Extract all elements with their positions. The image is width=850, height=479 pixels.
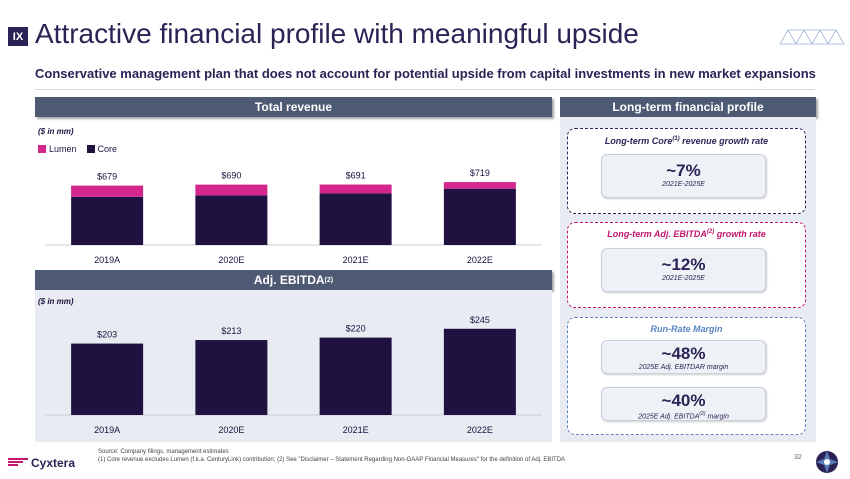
ebitda-margin-note-pre: 2025E Adj. EBITDA xyxy=(638,413,700,421)
total-revenue-header: Total revenue xyxy=(35,97,552,117)
core-growth-period: 2021E-2025E xyxy=(662,181,705,188)
legend-core: Core xyxy=(86,144,118,154)
bar-core xyxy=(195,195,268,245)
ebitdar-margin-value: ~48% xyxy=(661,344,706,363)
rev-chart-svg: $679 2019A $690 2020E $691 2021E $719 2022E xyxy=(45,168,542,265)
cyxtera-logo-icon xyxy=(8,458,28,468)
category-label: 2020E xyxy=(218,425,244,435)
ebitda-chart: $203 2019A $213 2020E $220 2021E $245 2022E xyxy=(35,305,552,440)
bar-core xyxy=(443,188,516,245)
ebitda-chart-svg: $203 2019A $213 2020E $220 2021E $245 2022E xyxy=(45,315,542,435)
legend-lumen: Lumen xyxy=(38,144,77,154)
section-badge: IX xyxy=(8,27,28,46)
bar-lumen xyxy=(319,184,392,194)
revenue-chart: $679 2019A $690 2020E $691 2021E $719 2022E xyxy=(35,155,552,265)
bar-value-label: $213 xyxy=(221,326,241,336)
bar-lumen xyxy=(71,185,144,197)
bar-value-label: $203 xyxy=(97,330,117,340)
core-growth-title-end: revenue growth rate xyxy=(679,136,769,146)
bar-lumen xyxy=(195,184,268,196)
bar-value-label: $220 xyxy=(346,324,366,334)
core-growth-title-sup: (1) xyxy=(672,136,680,142)
bar-value-label: $691 xyxy=(346,171,366,181)
category-label: 2019A xyxy=(94,425,120,435)
ebitda-margin-kpi: ~40% 2025E Adj. EBITDA(2) margin xyxy=(601,387,766,421)
bar-adj-ebitda xyxy=(443,328,516,415)
ebitda-margin-note-post: margin xyxy=(705,413,729,421)
adj-ebitda-heading: Adj. EBITDA xyxy=(253,273,325,287)
ebitda-growth-title-sup: (2) xyxy=(706,229,715,235)
ebitda-growth-title-end: growth rate xyxy=(714,229,766,239)
category-label: 2019A xyxy=(94,255,120,265)
legend-core-label: Core xyxy=(97,144,118,154)
ebitda-growth-period: 2021E-2025E xyxy=(662,275,705,282)
run-rate-title: Run-Rate Margin xyxy=(650,324,723,334)
page-number: 32 xyxy=(794,454,802,461)
ebitda-margin-note: 2025E Adj. EBITDA(2) margin xyxy=(602,411,765,420)
total-revenue-heading: Total revenue xyxy=(254,100,333,114)
ebitda-growth-kpi: ~12% 2021E-2025E xyxy=(601,248,766,292)
ebitda-growth-title: Long-term Adj. EBITDA(2) growth rate xyxy=(567,229,806,239)
adj-ebitda-header: Adj. EBITDA (2) xyxy=(35,270,552,290)
bar-value-label: $719 xyxy=(470,168,490,178)
emblem-icon xyxy=(816,451,838,473)
divider xyxy=(35,89,815,90)
legend-lumen-label: Lumen xyxy=(49,144,77,154)
core-growth-title-text: Long-term Core xyxy=(604,136,673,146)
ebitda-units: ($ in mm) xyxy=(38,297,74,306)
ebitda-growth-value: ~12% xyxy=(661,255,706,274)
source-note: Source: Company filings, management esti… xyxy=(98,449,229,455)
bar-core xyxy=(319,193,392,245)
bar-adj-ebitda xyxy=(319,337,392,415)
bar-value-label: $690 xyxy=(221,171,241,181)
ebitda-margin-note-sup: (2) xyxy=(699,411,706,417)
revenue-legend: Lumen Core xyxy=(38,144,117,154)
bar-value-label: $679 xyxy=(97,172,117,182)
ebitdar-margin-note: 2025E Adj. EBITDAR margin xyxy=(638,364,729,371)
cyxtera-logo-text: Cyxtera xyxy=(31,456,76,470)
bar-lumen xyxy=(443,182,516,189)
ebitdar-margin-kpi: ~48% 2025E Adj. EBITDAR margin xyxy=(601,340,766,374)
core-growth-title: Long-term Core(1) revenue growth rate xyxy=(567,136,806,146)
category-label: 2022E xyxy=(467,425,493,435)
category-label: 2020E xyxy=(218,255,244,265)
adj-ebitda-heading-sup: (2) xyxy=(324,276,334,284)
core-growth-kpi: ~7% 2021E-2025E xyxy=(601,154,766,198)
long-term-profile-header: Long-term financial profile xyxy=(560,97,816,117)
page-subtitle: Conservative management plan that does n… xyxy=(35,66,816,81)
page-title: Attractive financial profile with meanin… xyxy=(35,18,639,49)
lumen-swatch xyxy=(38,145,46,153)
footnote: (1) Core revenue excludes Lumen (f.k.a. … xyxy=(98,457,566,463)
ebitda-margin-value: ~40% xyxy=(661,391,706,410)
core-swatch xyxy=(86,145,95,153)
bar-adj-ebitda xyxy=(71,343,144,415)
triangle-pattern-icon xyxy=(780,29,845,45)
category-label: 2022E xyxy=(467,255,493,265)
bar-adj-ebitda xyxy=(195,340,268,415)
ebitda-growth-title-text: Long-term Adj. EBITDA xyxy=(607,229,707,239)
core-growth-value: ~7% xyxy=(666,161,701,180)
revenue-units: ($ in mm) xyxy=(38,127,74,136)
bar-value-label: $245 xyxy=(470,315,490,325)
bar-core xyxy=(71,196,144,245)
long-term-profile-heading: Long-term financial profile xyxy=(612,100,764,114)
category-label: 2021E xyxy=(343,255,369,265)
category-label: 2021E xyxy=(343,425,369,435)
